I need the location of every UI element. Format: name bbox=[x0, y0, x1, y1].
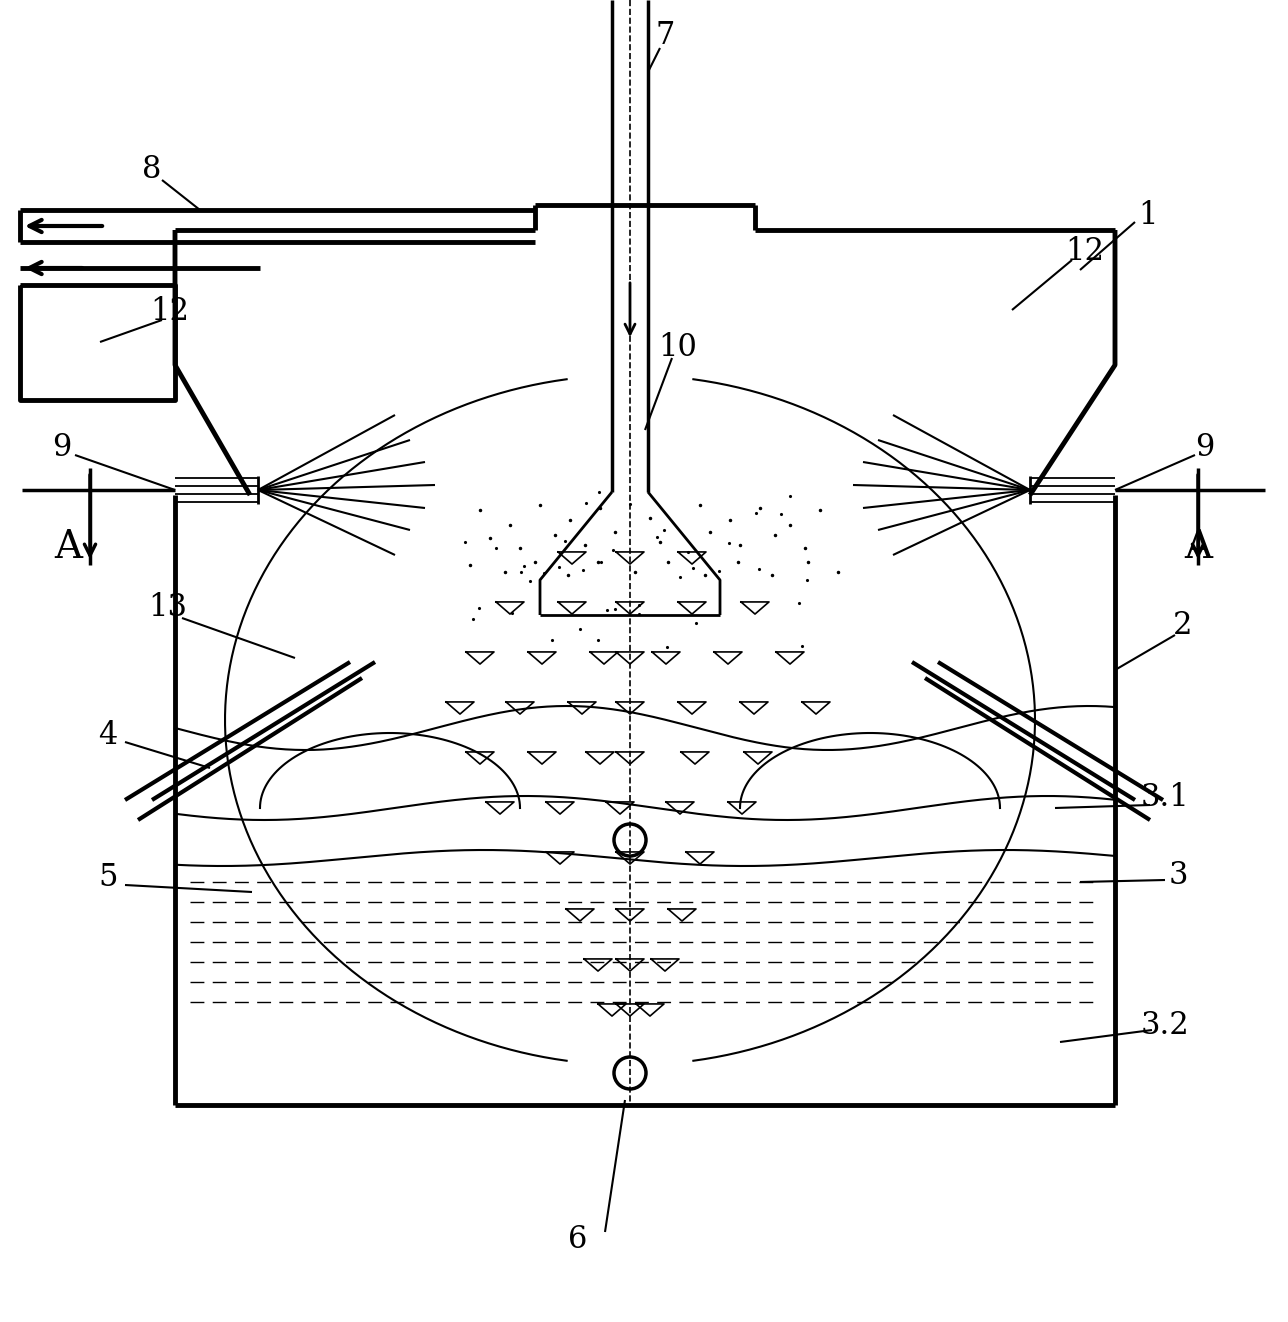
Text: 10: 10 bbox=[658, 333, 697, 364]
Circle shape bbox=[614, 1058, 647, 1089]
Text: 1: 1 bbox=[1139, 200, 1158, 230]
Text: 13: 13 bbox=[148, 592, 188, 624]
Text: 4: 4 bbox=[98, 719, 117, 751]
Text: 7: 7 bbox=[656, 20, 675, 50]
Text: 9: 9 bbox=[53, 432, 72, 464]
Text: 6: 6 bbox=[568, 1224, 587, 1256]
Text: 9: 9 bbox=[1195, 432, 1215, 464]
Text: 12: 12 bbox=[1065, 237, 1105, 267]
Text: A: A bbox=[54, 530, 82, 567]
Text: 3.1: 3.1 bbox=[1141, 783, 1189, 813]
Text: A: A bbox=[1184, 530, 1212, 567]
Text: 3.2: 3.2 bbox=[1141, 1010, 1189, 1040]
Text: 12: 12 bbox=[151, 296, 189, 328]
Text: 8: 8 bbox=[142, 155, 162, 185]
Circle shape bbox=[614, 824, 647, 857]
Text: 2: 2 bbox=[1173, 609, 1193, 640]
Text: 5: 5 bbox=[98, 862, 117, 894]
Text: 3: 3 bbox=[1168, 859, 1188, 891]
